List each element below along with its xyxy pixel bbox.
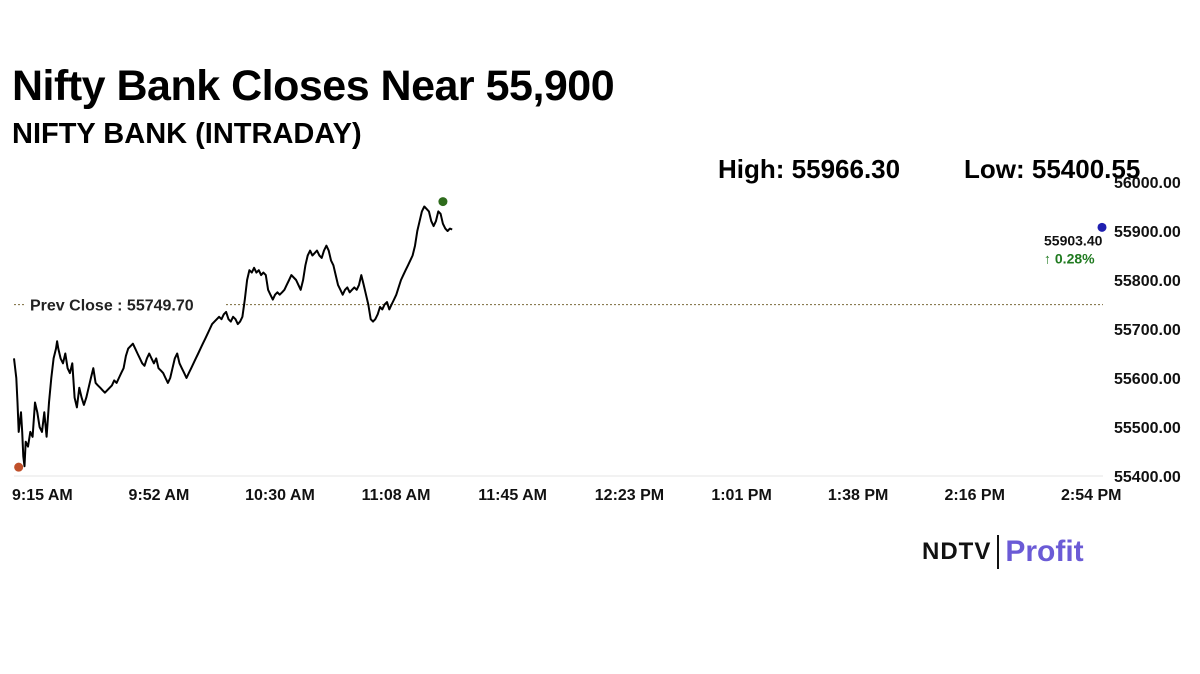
- y-tick-label: 55400.00: [1114, 469, 1181, 486]
- y-tick-label: 55600.00: [1114, 371, 1181, 388]
- x-tick-label: 1:01 PM: [711, 487, 771, 504]
- change-percent-label: ↑ 0.28%: [1044, 250, 1095, 266]
- x-tick-label: 11:08 AM: [362, 487, 431, 504]
- x-tick-label: 2:54 PM: [1061, 487, 1121, 504]
- x-tick-label: 10:30 AM: [245, 487, 315, 504]
- chart-subtitle: NIFTY BANK (INTRADAY): [12, 118, 362, 150]
- y-tick-label: 56000.00: [1114, 175, 1181, 192]
- day-low-marker: [14, 462, 24, 472]
- x-tick-label: 9:52 AM: [129, 487, 190, 504]
- ndtv-wordmark: NDTV: [922, 538, 992, 565]
- y-tick-label: 55800.00: [1114, 273, 1181, 290]
- prev-close-label: Prev Close : 55749.70: [30, 298, 194, 315]
- series-line: [13, 205, 453, 468]
- y-tick-label: 55700.00: [1114, 322, 1181, 339]
- day-high-marker: [438, 197, 448, 207]
- x-tick-label: 11:45 AM: [478, 487, 547, 504]
- x-tick-label: 2:16 PM: [944, 487, 1004, 504]
- high-stat: High: 55966.30: [718, 154, 901, 184]
- ndtv-profit-logo: NDTV Profit: [922, 532, 1084, 572]
- chart-title: Nifty Bank Closes Near 55,900: [12, 62, 615, 110]
- y-tick-label: 55500.00: [1114, 420, 1181, 437]
- last-price-label: 55903.40: [1044, 232, 1103, 248]
- logo-separator: [997, 535, 1000, 569]
- profit-wordmark: Profit: [1005, 535, 1084, 568]
- prev-close-label-bg: [26, 292, 226, 315]
- last-price-marker: [1097, 222, 1107, 232]
- x-tick-label: 9:15 AM: [12, 487, 73, 504]
- x-tick-label: 1:38 PM: [828, 487, 888, 504]
- low-stat: Low: 55400.55: [964, 154, 1141, 184]
- x-tick-label: 12:23 PM: [595, 487, 664, 504]
- y-tick-label: 55900.00: [1114, 224, 1181, 241]
